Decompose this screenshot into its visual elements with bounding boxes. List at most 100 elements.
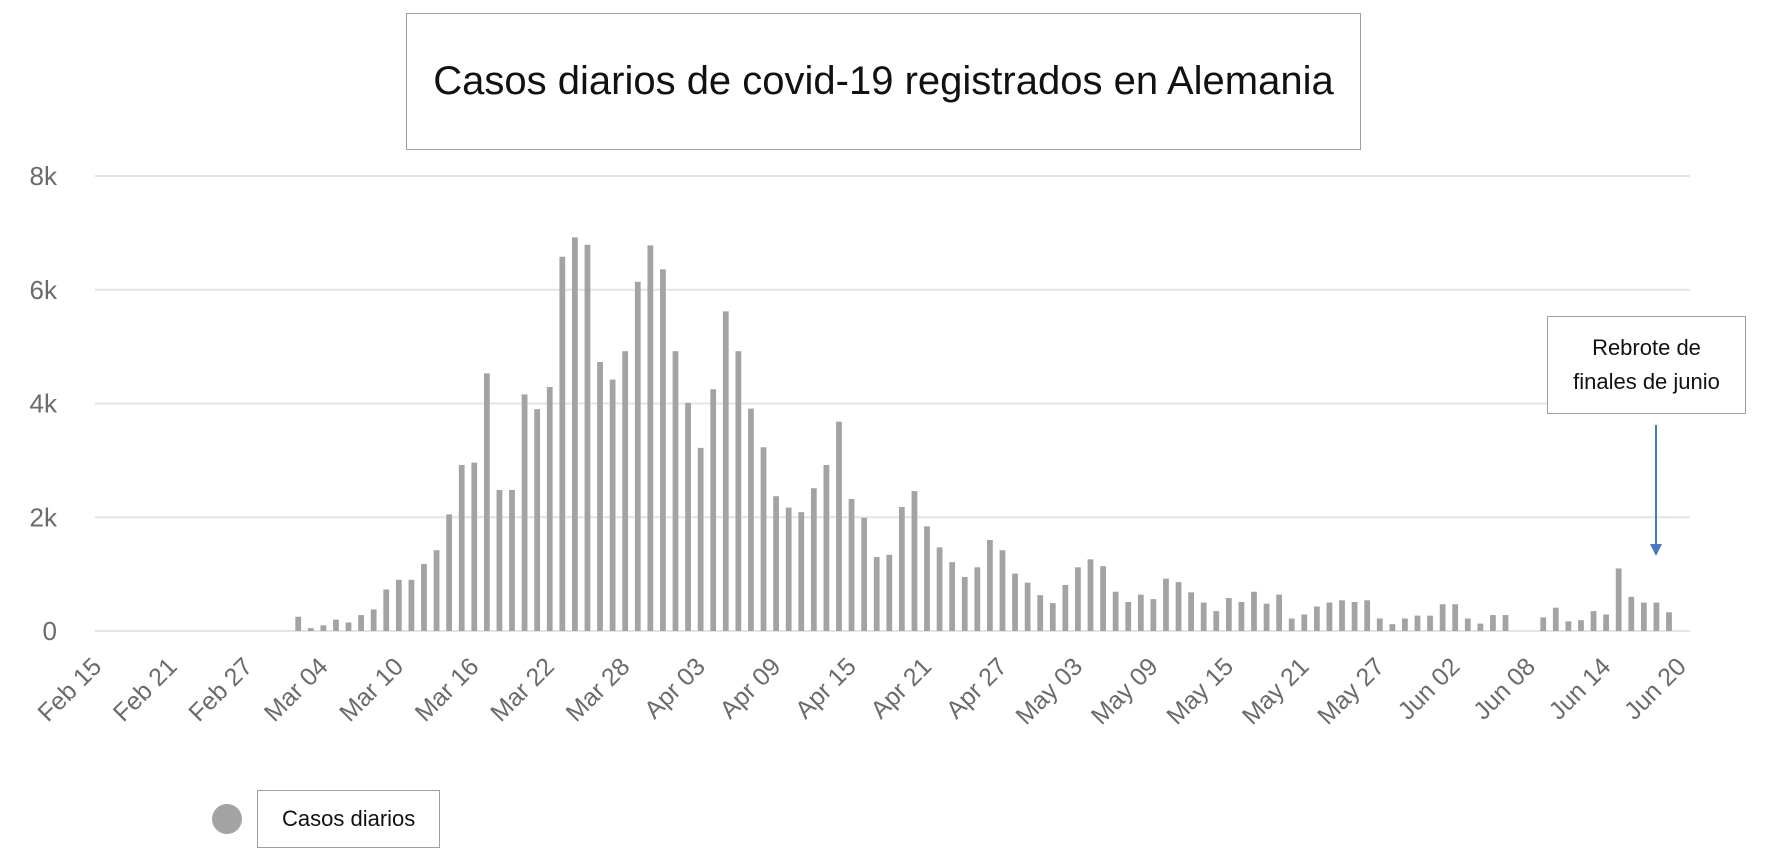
bar bbox=[1049, 603, 1056, 631]
bar bbox=[748, 408, 754, 631]
bar bbox=[546, 387, 553, 631]
bar bbox=[1452, 604, 1459, 631]
bar bbox=[1603, 614, 1610, 631]
bar bbox=[660, 269, 666, 631]
bar bbox=[358, 615, 364, 631]
x-tick-label: Apr 03 bbox=[639, 652, 711, 724]
x-tick-label: Mar 04 bbox=[259, 652, 334, 727]
bar bbox=[785, 507, 792, 631]
bar bbox=[496, 489, 503, 631]
bar bbox=[345, 622, 352, 631]
x-axis-ticks: Feb 15 Feb 21 Feb 27 Mar 04 Mar 10 Mar 16 Mar … bbox=[32, 652, 1691, 730]
x-tick-label: Mar 28 bbox=[561, 652, 636, 727]
bar bbox=[1439, 604, 1446, 631]
bar bbox=[987, 540, 993, 631]
bar bbox=[999, 550, 1006, 631]
bar bbox=[1087, 559, 1094, 631]
bar bbox=[1037, 595, 1044, 631]
bar bbox=[1364, 600, 1371, 631]
bar bbox=[509, 489, 515, 631]
bar bbox=[1276, 594, 1283, 631]
x-tick-label: Mar 22 bbox=[485, 652, 560, 727]
bar bbox=[1590, 611, 1597, 631]
bar bbox=[1301, 614, 1308, 631]
bar bbox=[1653, 602, 1660, 631]
bar bbox=[1075, 567, 1081, 631]
bar bbox=[647, 245, 654, 631]
x-tick-label: Apr 27 bbox=[941, 652, 1013, 724]
bar bbox=[1477, 623, 1484, 631]
bar bbox=[1150, 599, 1157, 631]
x-tick-label: Feb 15 bbox=[32, 652, 107, 727]
bar bbox=[1062, 584, 1069, 631]
bar bbox=[408, 579, 415, 631]
bar bbox=[370, 609, 377, 631]
bar bbox=[1502, 615, 1509, 631]
bar bbox=[421, 563, 427, 631]
bar bbox=[798, 512, 805, 631]
bar bbox=[295, 616, 302, 631]
bar bbox=[1490, 615, 1496, 631]
annotation-text: Rebrote de finales de junio bbox=[1573, 335, 1720, 394]
bar bbox=[559, 256, 566, 631]
bar bbox=[1640, 602, 1647, 631]
bar bbox=[534, 409, 541, 631]
bar bbox=[383, 589, 390, 631]
bar bbox=[949, 562, 956, 631]
bar bbox=[1464, 618, 1471, 631]
bar bbox=[1225, 598, 1232, 631]
bar bbox=[1565, 621, 1572, 631]
bar bbox=[710, 389, 717, 631]
bar bbox=[584, 244, 591, 631]
bar bbox=[1137, 594, 1144, 631]
bar bbox=[458, 464, 465, 631]
bar bbox=[597, 361, 603, 631]
legend-label: Casos diarios bbox=[257, 790, 441, 848]
bar bbox=[760, 447, 767, 631]
bar bbox=[1578, 620, 1584, 631]
bar bbox=[672, 351, 679, 631]
y-tick-label: 4k bbox=[30, 389, 58, 419]
bar bbox=[697, 447, 704, 631]
bar bbox=[1024, 582, 1031, 631]
bar bbox=[1351, 601, 1358, 631]
bar bbox=[836, 421, 842, 631]
bar bbox=[1540, 617, 1547, 631]
y-tick-label: 0 bbox=[43, 616, 57, 646]
x-tick-label: Apr 21 bbox=[865, 652, 937, 724]
bar bbox=[1666, 612, 1672, 631]
bar bbox=[1389, 624, 1396, 631]
bar bbox=[886, 554, 893, 631]
bar bbox=[1251, 591, 1257, 631]
bar bbox=[1125, 601, 1132, 631]
bar bbox=[1112, 591, 1119, 631]
x-tick-label: Jun 20 bbox=[1619, 652, 1692, 725]
bars bbox=[295, 237, 1672, 632]
bar bbox=[1313, 606, 1320, 631]
bar bbox=[1326, 602, 1333, 631]
bar bbox=[1288, 618, 1295, 631]
bar bbox=[810, 488, 817, 631]
bar bbox=[961, 576, 968, 631]
x-tick-label: Jun 14 bbox=[1543, 652, 1616, 725]
x-tick-label: Feb 21 bbox=[108, 652, 183, 727]
bar bbox=[1339, 600, 1345, 631]
bar bbox=[1552, 607, 1559, 631]
bar bbox=[634, 281, 641, 631]
x-tick-label: May 09 bbox=[1086, 652, 1164, 730]
bar bbox=[307, 628, 314, 631]
x-tick-label: Feb 27 bbox=[183, 652, 258, 727]
bar bbox=[1402, 618, 1408, 631]
x-tick-label: Apr 09 bbox=[714, 652, 786, 724]
bar bbox=[483, 373, 490, 631]
annotation-arrow bbox=[1650, 425, 1662, 556]
bar bbox=[471, 462, 478, 631]
bar bbox=[1163, 578, 1169, 631]
bar bbox=[924, 526, 930, 631]
bar bbox=[722, 311, 729, 631]
x-tick-label: Jun 08 bbox=[1468, 652, 1541, 725]
bar bbox=[1376, 618, 1383, 631]
y-tick-label: 6k bbox=[30, 275, 58, 305]
bar bbox=[1427, 615, 1433, 631]
